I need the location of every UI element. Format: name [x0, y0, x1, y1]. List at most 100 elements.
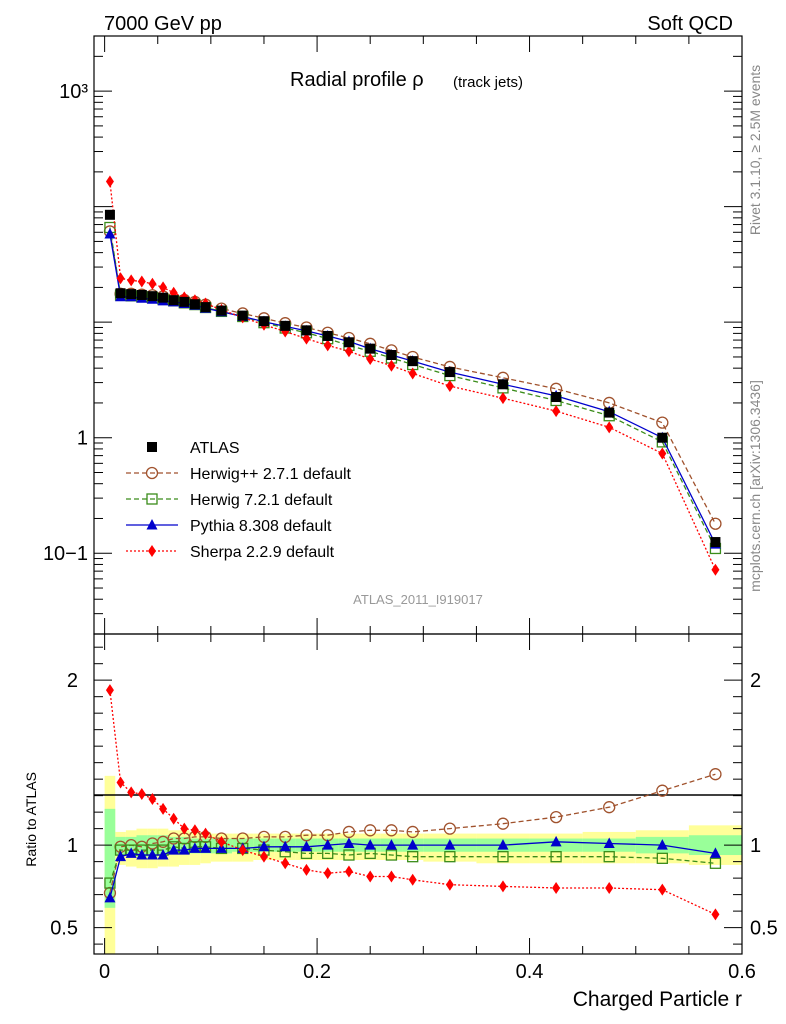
ratio-pythia-point	[322, 839, 334, 850]
ratio-herwig7-line	[109, 846, 716, 884]
ratio-sherpa-point	[366, 870, 375, 883]
ratio-band-inner	[115, 836, 126, 856]
legend-herwig7-marker	[146, 493, 158, 505]
header-left: 7000 GeV pp	[104, 13, 222, 35]
ratio-sherpa-point	[323, 867, 332, 880]
ratio-pythia-point	[497, 839, 509, 850]
ratio-pythia-point	[709, 847, 721, 858]
ratio-sherpa-point	[159, 802, 168, 815]
ratio-y-tick-label-right: 0.5	[750, 918, 778, 940]
ratio-sherpa-point	[127, 786, 136, 799]
ratio-sherpa-point	[259, 850, 268, 863]
ratio-plot-ticks: 0.5 0.5 1 1 2 2 0 0.2 0.4 0.6	[50, 634, 778, 983]
ratio-herwig7-point	[656, 852, 668, 864]
main-data-point	[189, 299, 200, 310]
main-data-point	[386, 349, 397, 360]
ratio-sherpa-point	[180, 822, 189, 835]
ratio-sherpa-point	[137, 788, 146, 800]
main-herwig7-line	[109, 227, 716, 549]
main-plot-title: Radial profile ρ	[290, 69, 424, 91]
main-herwigpp-point	[656, 416, 669, 429]
main-data-point	[365, 343, 376, 354]
x-tick-label: 0.2	[303, 961, 331, 983]
ratio-herwig7-point	[104, 877, 116, 889]
main-data-point	[115, 288, 126, 299]
ratio-plot-marks	[103, 684, 722, 921]
legend-herwig7-label: Herwig 7.2.1 default	[190, 492, 333, 509]
main-plot-marks	[103, 175, 722, 576]
main-sherpa-point	[552, 405, 561, 418]
main-data-point	[237, 310, 248, 321]
main-plot-title-suffix: (track jets)	[453, 74, 523, 91]
ratio-y-tick-label-left: 2	[67, 670, 78, 692]
ratio-herwigpp-point	[656, 784, 669, 797]
main-sherpa-point	[445, 380, 454, 393]
ratio-sherpa-point	[498, 880, 507, 893]
main-data-point	[179, 296, 190, 307]
main-data-point	[343, 337, 354, 348]
main-sherpa-point	[105, 175, 114, 188]
main-y-tick-label: 10³	[59, 81, 88, 103]
ratio-pythia-point	[104, 891, 116, 903]
main-y-tick-label: 1	[77, 428, 88, 450]
main-data-point	[657, 432, 668, 443]
ratio-y-tick-label-left: 1	[67, 835, 78, 857]
rivet-version-label: Rivet 3.1.10, ≥ 2.5M events	[747, 65, 763, 235]
main-data-point	[444, 367, 455, 378]
main-sherpa-point	[498, 392, 507, 405]
ratio-band-inner	[147, 835, 158, 857]
ratio-pythia-point	[656, 839, 668, 850]
ratio-herwig7-point	[385, 849, 398, 861]
ratio-pythia-point	[343, 837, 355, 848]
ratio-pythia-point	[385, 839, 397, 850]
ratio-pythia-point	[189, 842, 201, 853]
main-data-point	[301, 325, 312, 336]
main-data-point	[407, 356, 418, 367]
legend-sherpa-label: Sherpa 2.2.9 default	[190, 544, 335, 561]
main-data-point	[258, 316, 269, 327]
ratio-sherpa-point	[711, 908, 720, 921]
ratio-band-inner	[125, 836, 137, 856]
analysis-label: ATLAS_2011_I919017	[353, 592, 483, 607]
ratio-pythia-point	[125, 847, 137, 858]
main-data-point	[136, 289, 147, 300]
ratio-y-tick-label-right: 2	[750, 670, 761, 692]
ratio-herwig7-point	[407, 851, 419, 863]
mcplots-label: mcplots.cern.ch [arXiv:1306.3436]	[747, 380, 763, 592]
ratio-sherpa-point	[445, 878, 454, 891]
ratio-sherpa-point	[605, 882, 614, 895]
ratio-pythia-point	[603, 837, 615, 848]
main-sherpa-point	[658, 447, 667, 460]
main-sherpa-point	[711, 563, 720, 576]
ratio-pythia-point	[407, 839, 419, 850]
ratio-plot-panel: 0.5 0.5 1 1 2 2 0 0.2 0.4 0.6 Ratio to ATLAS Char…	[23, 633, 778, 1011]
ratio-herwigpp-point	[364, 824, 377, 837]
main-plot-ticks: 10−1 1 10³	[43, 35, 743, 635]
ratio-band-inner	[104, 808, 116, 908]
legend-pythia-marker	[146, 519, 158, 530]
main-sherpa-point	[344, 345, 353, 358]
x-tick-label: 0	[99, 961, 110, 983]
ratio-herwig7-point	[497, 851, 509, 863]
x-axis-label: Charged Particle r	[573, 988, 742, 1011]
ratio-herwigpp-point	[385, 824, 398, 837]
main-data-point	[126, 289, 137, 300]
main-data-point	[280, 320, 291, 331]
main-data-point	[200, 302, 211, 313]
main-data-point	[158, 292, 169, 303]
ratio-pythia-point	[444, 839, 456, 850]
main-data-point	[551, 392, 562, 403]
ratio-herwig7-point	[550, 851, 562, 863]
x-tick-label: 0.6	[728, 961, 756, 983]
ratio-herwigpp-point	[300, 829, 313, 842]
main-data-point	[322, 330, 333, 341]
ratio-pythia-point	[550, 835, 562, 847]
main-data-point	[147, 291, 158, 302]
ratio-pythia-point	[157, 849, 169, 860]
ratio-sherpa-point	[658, 883, 667, 896]
main-data-point	[216, 305, 227, 316]
main-sherpa-point	[137, 275, 146, 288]
ratio-pythia-point	[146, 849, 158, 860]
